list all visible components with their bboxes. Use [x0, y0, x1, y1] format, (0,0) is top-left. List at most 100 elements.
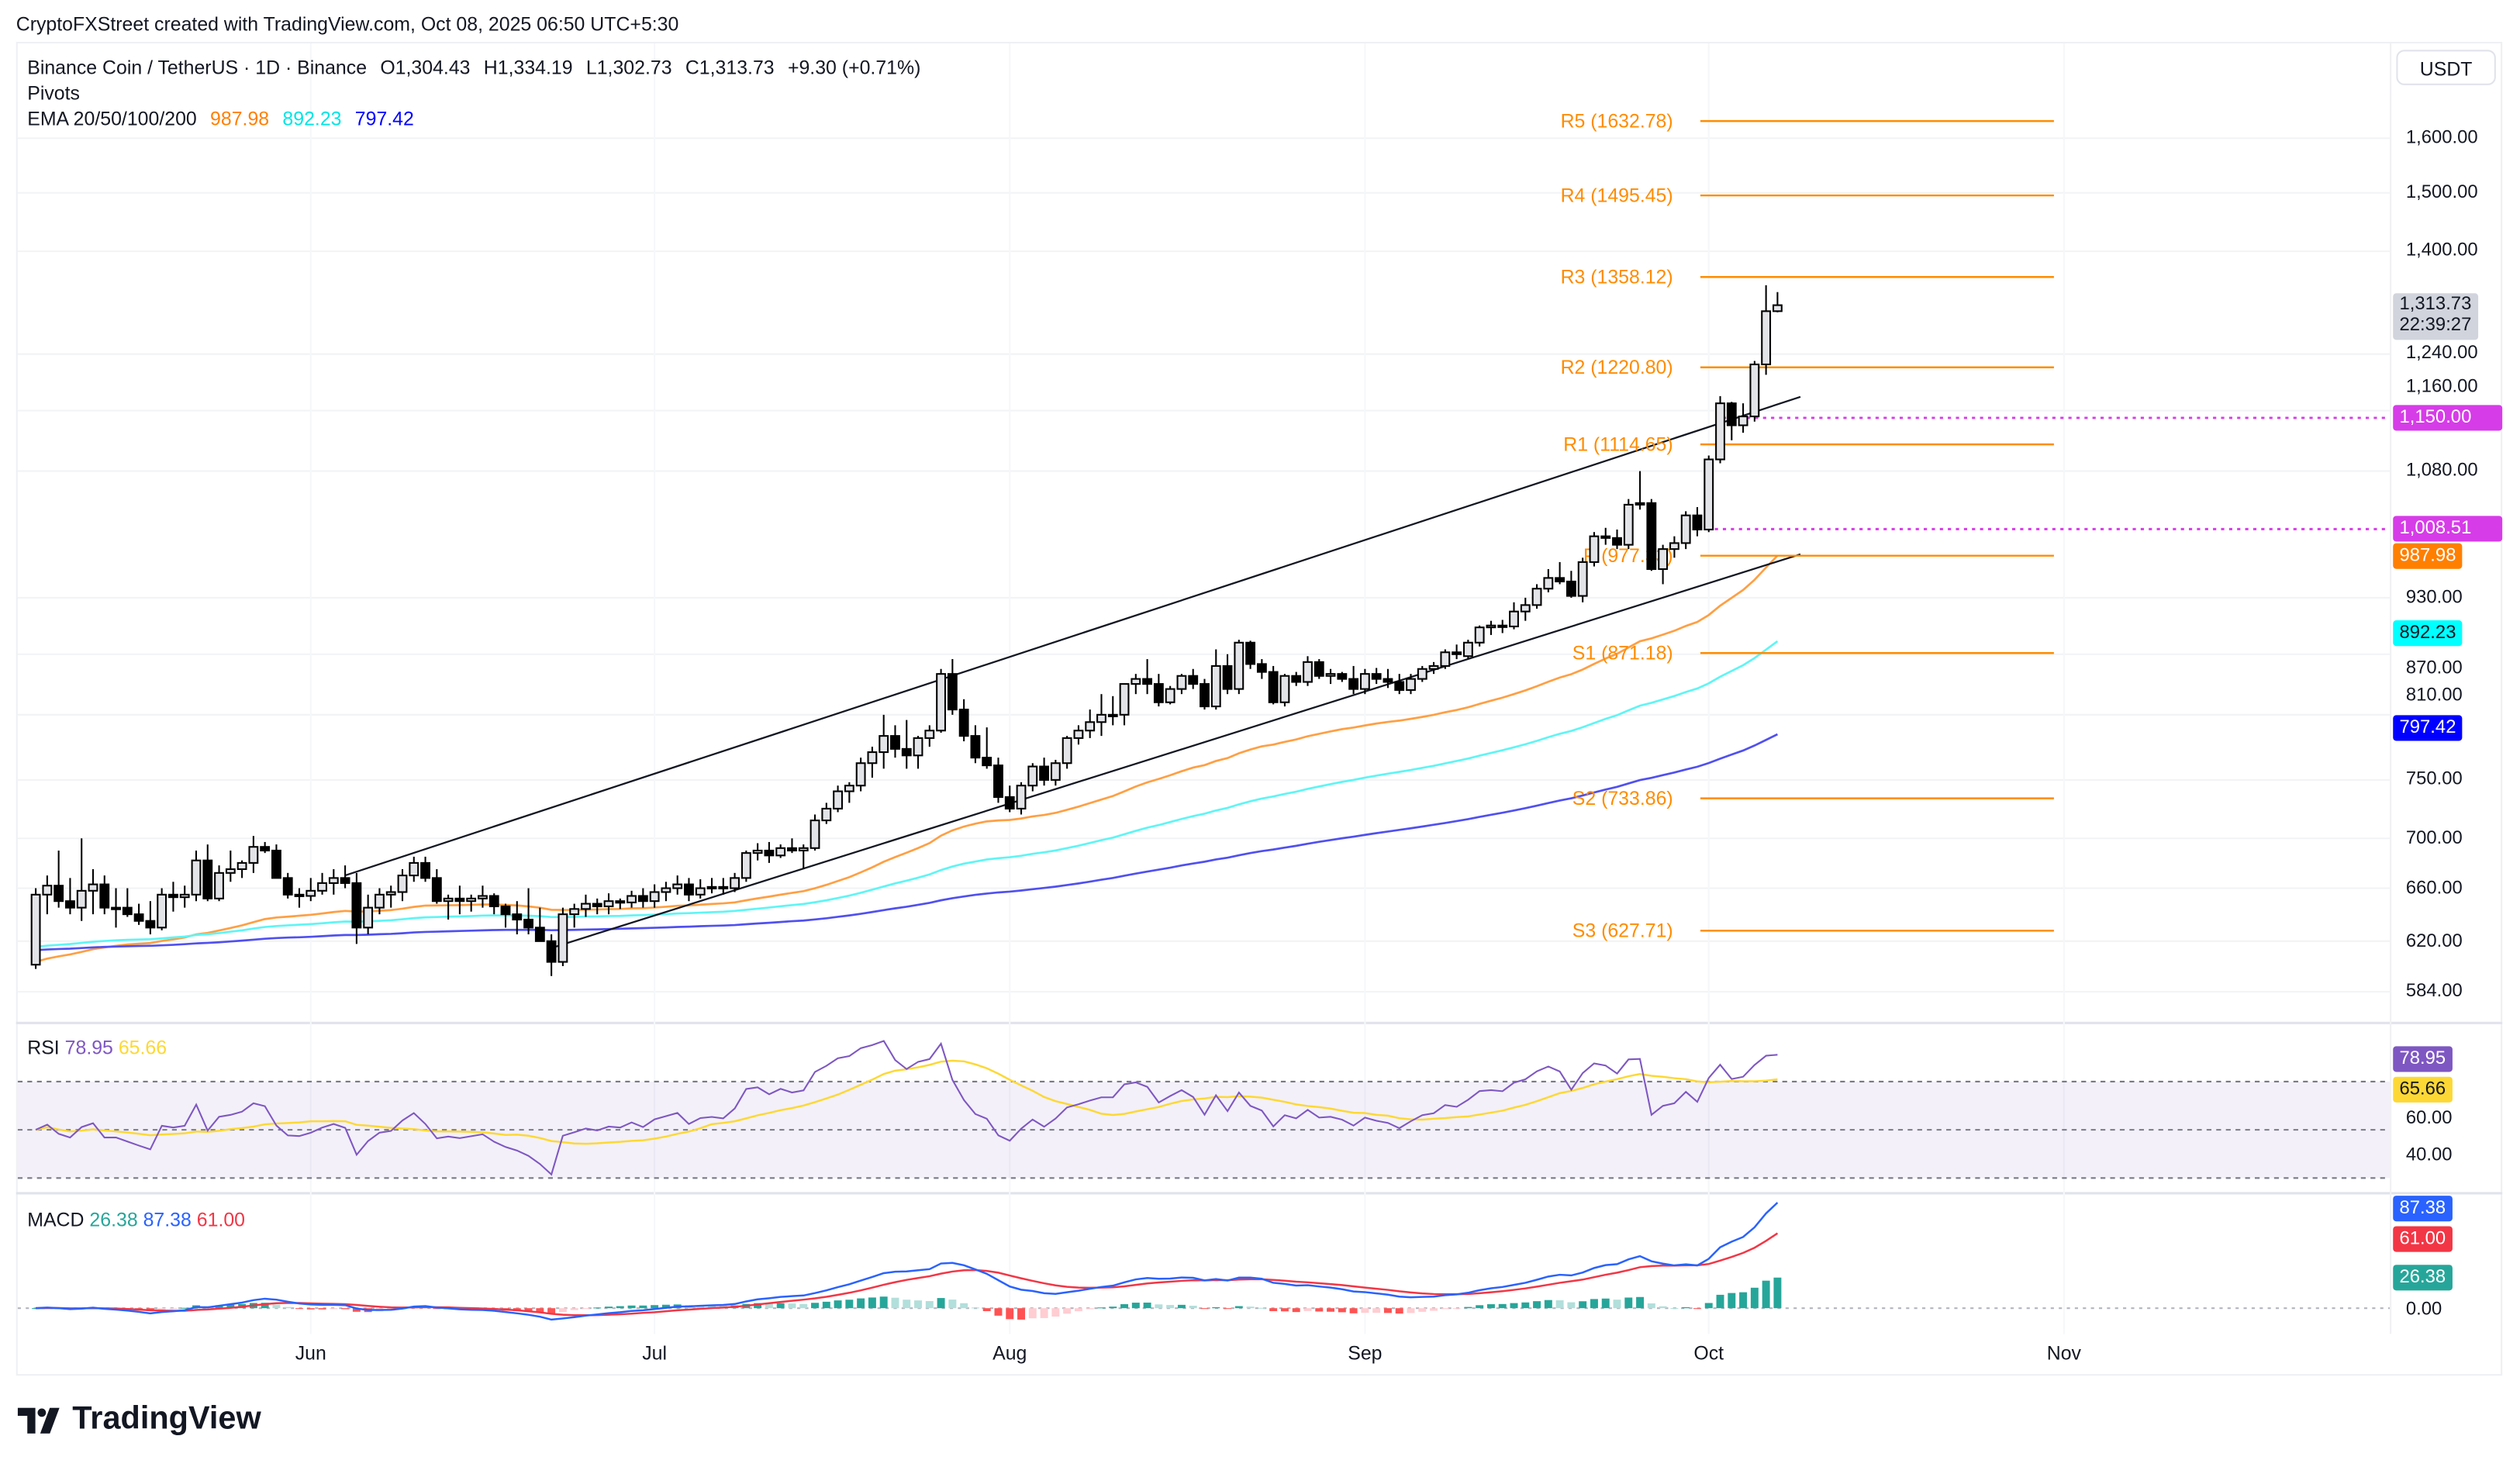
candle-body-bull: [42, 885, 53, 896]
candle-body-bull: [775, 847, 786, 857]
candle: [328, 868, 339, 895]
time-axis-label: Sep: [1348, 1341, 1383, 1365]
price-change: +9.30 (+0.71%): [787, 56, 921, 79]
candle-body-bull: [1509, 610, 1519, 627]
candle-body-bull: [1165, 688, 1175, 703]
candle: [306, 878, 316, 902]
macd-signal-line: [35, 1232, 1779, 1317]
candle: [1234, 640, 1244, 695]
candle: [168, 882, 178, 912]
candle: [409, 856, 419, 882]
macd-histogram-bar: [765, 1303, 773, 1309]
price-tick: 1,080.00: [2405, 461, 2478, 481]
rsi-legend[interactable]: RSI 78.95 65.66: [27, 1037, 167, 1059]
candle-body-bull: [236, 861, 247, 871]
macd-histogram-bar: [605, 1306, 613, 1309]
pivots-indicator-label[interactable]: Pivots: [27, 81, 80, 105]
price-tick: 1,600.00: [2405, 128, 2478, 148]
ema-indicator-row[interactable]: EMA 20/50/100/200 987.98 892.23 797.42: [27, 106, 929, 132]
macd-histogram-bar: [1773, 1277, 1782, 1309]
candle-body-bear: [637, 895, 648, 903]
macd-histogram-bar: [616, 1306, 624, 1309]
candle-body-bear: [1726, 402, 1737, 426]
attribution-text: CryptoFXStreet created with TradingView.…: [16, 12, 679, 36]
candle: [1256, 659, 1267, 679]
macd-histogram-bar: [1407, 1308, 1415, 1313]
macd-histogram-bar: [1544, 1300, 1552, 1309]
macd-histogram-bar: [181, 1307, 189, 1309]
macd-line-badge: 87.38: [2393, 1196, 2453, 1222]
candle-body-bear: [1188, 675, 1199, 685]
candle: [1428, 661, 1439, 675]
candle: [202, 844, 213, 902]
time-axis-label: Jun: [295, 1341, 326, 1365]
candle-body-bull: [306, 889, 316, 897]
candle-body-bull: [1761, 310, 1772, 366]
candle-body-bull: [913, 737, 923, 757]
candle: [1394, 674, 1405, 695]
pivot-label: R2 (1220.80): [1561, 357, 1673, 378]
candle: [752, 843, 763, 861]
ema-value-cyan: 892.23: [282, 107, 342, 130]
tradingview-logo[interactable]: TradingView: [17, 1401, 261, 1438]
macd-histogram-bar: [1143, 1302, 1151, 1309]
candle: [627, 890, 637, 908]
macd-histogram-bar: [1601, 1298, 1610, 1309]
macd-histogram-bar: [1498, 1303, 1507, 1309]
candle-body-bull: [1589, 535, 1600, 563]
candle: [1669, 536, 1679, 558]
pivot-label: R4 (1495.45): [1561, 185, 1673, 206]
candle-body-bear: [99, 883, 110, 909]
macd-histogram-bar: [169, 1308, 178, 1310]
candle: [1726, 402, 1737, 440]
candle-body-bull: [649, 891, 660, 903]
candle: [1062, 736, 1072, 769]
macd-label: MACD: [27, 1208, 85, 1231]
ema-50-line: [35, 554, 1779, 963]
symbol-name[interactable]: Binance Coin / TetherUS · 1D · Binance: [27, 56, 368, 79]
macd-histogram-bar: [1452, 1308, 1461, 1310]
candle: [397, 868, 408, 902]
candle: [1222, 654, 1233, 695]
candle: [1462, 640, 1473, 660]
candle: [982, 727, 992, 769]
macd-histogram-bar: [1063, 1308, 1072, 1314]
candle: [317, 872, 327, 895]
pivot-label: R3 (1358.12): [1561, 267, 1673, 288]
candle-body-bull: [798, 847, 809, 851]
candle-body-bull: [375, 893, 385, 909]
candle-body-bear: [1245, 641, 1256, 665]
macd-histogram-bar: [1028, 1308, 1037, 1319]
currency-selector[interactable]: USDT: [2396, 50, 2496, 85]
candle-body-bull: [924, 730, 935, 739]
macd-histogram-bar: [341, 1308, 350, 1310]
macd-histogram-bar: [1590, 1299, 1598, 1309]
candle-body-bear: [1394, 681, 1405, 691]
candle: [1497, 620, 1508, 633]
candle: [157, 888, 167, 930]
candle-body-bear: [1371, 673, 1382, 680]
macd-legend[interactable]: MACD 26.38 87.38 61.00: [27, 1209, 245, 1231]
macd-histogram-bar: [1086, 1308, 1094, 1310]
candle-body-bear: [488, 895, 499, 907]
candle: [500, 903, 511, 928]
candle: [1704, 455, 1714, 533]
macd-histogram-bar: [1430, 1308, 1438, 1311]
candle-body-bull: [730, 877, 740, 889]
rsi-value: 78.95: [64, 1036, 113, 1059]
candle: [1085, 709, 1096, 738]
candle: [1600, 527, 1611, 545]
candle-body-bull: [1577, 561, 1588, 597]
candle: [478, 885, 488, 908]
candle: [1555, 561, 1566, 585]
candle: [431, 868, 442, 904]
candle-body-bull: [363, 906, 374, 929]
macd-histogram-bar: [868, 1297, 876, 1309]
macd-histogram-bar: [971, 1307, 979, 1309]
macd-histogram-bar: [845, 1300, 854, 1309]
candle-body-bull: [1073, 730, 1084, 739]
candle: [833, 785, 844, 813]
macd-histogram-bar: [1200, 1308, 1209, 1310]
candle-body-bull: [1462, 641, 1473, 658]
